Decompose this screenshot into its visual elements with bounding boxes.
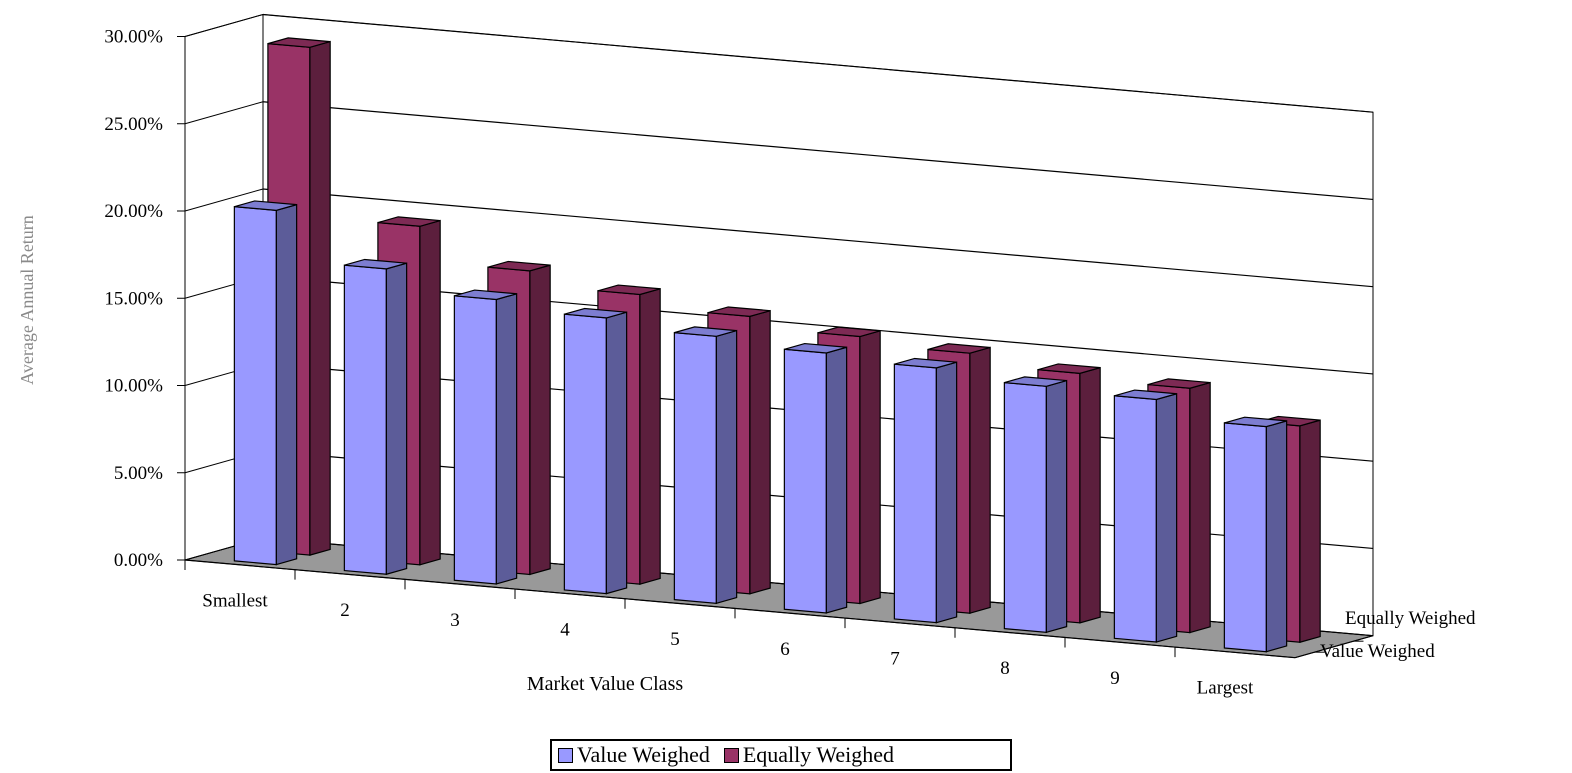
gridline-side [184,101,264,125]
bar-value-weighed [783,342,848,614]
depth-label-equally-weighed: Equally Weighed [1345,608,1476,629]
gridline-side [184,188,264,212]
y-axis-title: Average Annual Return [17,215,37,385]
legend-item-value-weighed: Value Weighed [558,742,710,768]
legend-swatch-equally-weighed [723,747,739,763]
bar-value-weighed [1003,376,1068,634]
y-tick-label: 0.00% [114,550,163,571]
x-tick-label: 5 [670,629,680,650]
bar-value-weighed [1223,416,1288,653]
legend-swatch-value-weighed [558,747,573,763]
bars [233,37,1321,653]
y-tick-label: 20.00% [104,201,163,222]
gridline [262,13,1374,113]
gridline [262,101,1374,201]
bar-value-weighed [233,200,298,566]
x-tick-label: Smallest [202,590,268,611]
y-tick-label: 30.00% [104,27,163,48]
legend-label-value-weighed: Value Weighed [577,742,710,767]
depth-label-value-weighed: Value Weighed [1320,641,1435,662]
x-tick-label: 7 [890,648,900,669]
x-axis-title: Market Value Class [527,673,683,695]
y-tick-label: 25.00% [104,114,163,135]
bar-value-weighed [893,357,958,624]
gridline [262,275,1374,375]
x-tick-label: 4 [560,619,570,640]
x-tick-labels: Smallest 2 3 4 5 6 7 8 9 Largest [184,559,1296,699]
depth-tick-labels: Value Weighed Equally Weighed [1294,608,1476,662]
y-tick-labels: 0.00% 5.00% 10.00% 15.00% 20.00% 25.00% 30.00% [104,27,163,572]
y-tick-label: 10.00% [104,376,163,397]
bar-value-weighed [343,258,408,576]
x-tick-label: Largest [1197,678,1254,699]
x-tick-label: 6 [780,639,790,660]
depth-axis-line [1294,635,1374,659]
y-tick-label: 15.00% [104,288,163,309]
y-tick-label: 5.00% [114,463,163,484]
legend: Value Weighed Equally Weighed [550,739,1012,771]
gridline-side [184,14,264,37]
gridline [262,188,1374,288]
bar-value-weighed [563,307,628,595]
legend-label-equally-weighed: Equally Weighed [742,742,895,767]
x-tick-label: 9 [1110,668,1120,689]
bar-value-weighed [673,326,738,605]
x-tick-label: 3 [450,610,460,631]
x-tick-label: 8 [1000,658,1010,679]
legend-item-equally-weighed: Equally Weighed [723,742,895,768]
x-axis-line [184,559,1296,659]
bar-value-weighed [453,289,518,585]
x-tick-label: 2 [340,600,350,621]
bar-value-weighed [1113,389,1178,643]
